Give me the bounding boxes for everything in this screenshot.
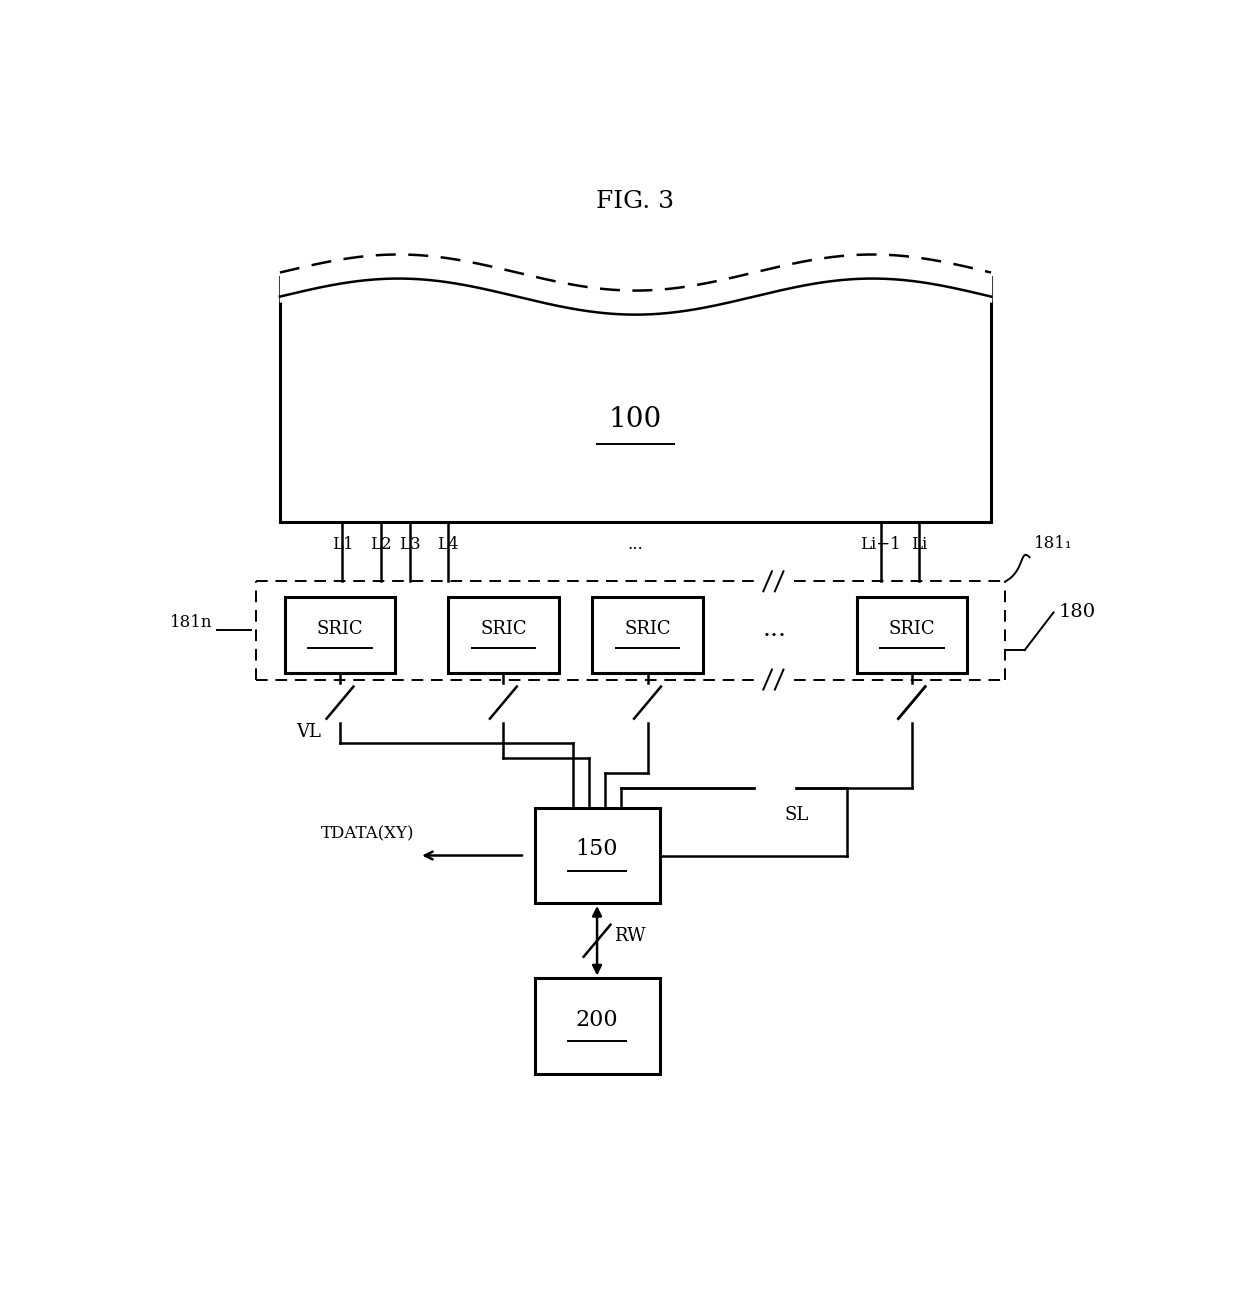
Bar xyxy=(534,807,660,904)
Text: 181n: 181n xyxy=(170,615,213,631)
Text: RW: RW xyxy=(614,927,646,945)
Text: 100: 100 xyxy=(609,405,662,432)
Text: L4: L4 xyxy=(438,535,459,553)
Bar xyxy=(285,598,396,673)
Text: L1: L1 xyxy=(331,535,353,553)
Text: ...: ... xyxy=(627,535,644,553)
Text: SRIC: SRIC xyxy=(316,620,363,638)
Text: ...: ... xyxy=(763,618,787,642)
Bar xyxy=(534,978,660,1074)
Bar xyxy=(448,598,558,673)
Text: VL: VL xyxy=(296,723,321,741)
Text: 181₁: 181₁ xyxy=(1034,535,1073,552)
Text: SRIC: SRIC xyxy=(480,620,527,638)
Text: Li−1: Li−1 xyxy=(861,535,901,553)
Text: SRIC: SRIC xyxy=(624,620,671,638)
Text: L2: L2 xyxy=(370,535,392,553)
Text: TDATA(XY): TDATA(XY) xyxy=(321,825,414,842)
Text: 200: 200 xyxy=(575,1009,619,1031)
Text: 150: 150 xyxy=(575,838,619,861)
Text: 180: 180 xyxy=(1059,603,1095,621)
Text: FIG. 3: FIG. 3 xyxy=(596,190,675,212)
Bar xyxy=(857,598,967,673)
Bar xyxy=(593,598,703,673)
Text: L3: L3 xyxy=(399,535,420,553)
Text: SL: SL xyxy=(785,806,808,824)
Text: SRIC: SRIC xyxy=(889,620,935,638)
Text: Li: Li xyxy=(911,535,928,553)
